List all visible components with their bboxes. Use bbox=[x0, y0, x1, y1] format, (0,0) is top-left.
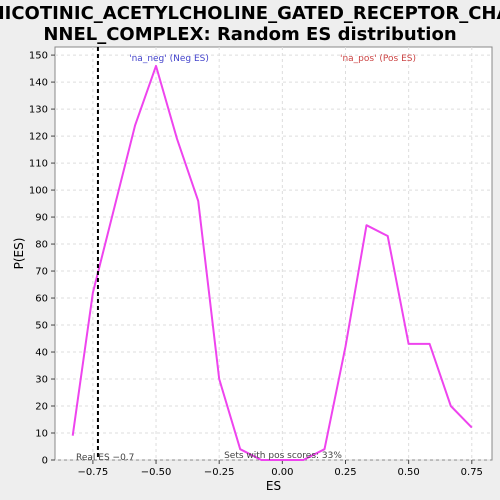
y-tick-label: 70 bbox=[35, 267, 48, 278]
y-tick-label: 150 bbox=[29, 51, 48, 62]
y-tick-label: 40 bbox=[35, 348, 48, 359]
chart-title-line2: NNEL_COMPLEX: Random ES distribution bbox=[43, 24, 456, 45]
y-axis-label: P(ES) bbox=[12, 238, 26, 270]
neg-es-label: 'na_neg' (Neg ES) bbox=[129, 54, 209, 64]
y-tick-label: 50 bbox=[35, 321, 48, 332]
x-tick-label: 0.00 bbox=[271, 467, 293, 478]
y-tick-label: 130 bbox=[29, 105, 48, 116]
pos-es-label: 'na_pos' (Pos ES) bbox=[340, 54, 416, 64]
axis-ticks: 0 10 20 30 40 50 60 70 80 90 100 110 120 130 140 150 −0.… bbox=[29, 51, 483, 478]
y-tick-label: 120 bbox=[29, 132, 48, 143]
y-tick-label: 110 bbox=[29, 159, 48, 170]
x-axis-label: ES bbox=[266, 479, 281, 493]
y-tick-label: 30 bbox=[35, 375, 48, 386]
y-tick-label: 90 bbox=[35, 213, 48, 224]
real-es-label: Real ES −0.7 bbox=[76, 453, 134, 463]
series-layer bbox=[71, 64, 473, 461]
y-tick-label: 0 bbox=[42, 456, 48, 467]
x-tick-label: −0.25 bbox=[204, 467, 235, 478]
x-tick-label: 0.25 bbox=[334, 467, 356, 478]
y-tick-label: 100 bbox=[29, 186, 48, 197]
es-distribution-line bbox=[71, 64, 473, 461]
grid bbox=[55, 47, 492, 461]
y-tick-label: 20 bbox=[35, 402, 48, 413]
y-tick-label: 60 bbox=[35, 294, 48, 305]
x-tick-label: −0.50 bbox=[141, 467, 172, 478]
plot-area bbox=[54, 46, 493, 461]
y-tick-label: 10 bbox=[35, 429, 48, 440]
x-tick-label: −0.75 bbox=[78, 467, 109, 478]
x-tick-label: 0.75 bbox=[461, 467, 483, 478]
pos-scores-note: Sets with pos scores: 33% bbox=[224, 451, 342, 461]
y-tick-label: 140 bbox=[29, 78, 48, 89]
chart-title-line1: NICOTINIC_ACETYLCHOLINE_GATED_RECEPTOR_C… bbox=[0, 3, 500, 24]
x-tick-label: 0.50 bbox=[398, 467, 420, 478]
y-tick-label: 80 bbox=[35, 240, 48, 251]
